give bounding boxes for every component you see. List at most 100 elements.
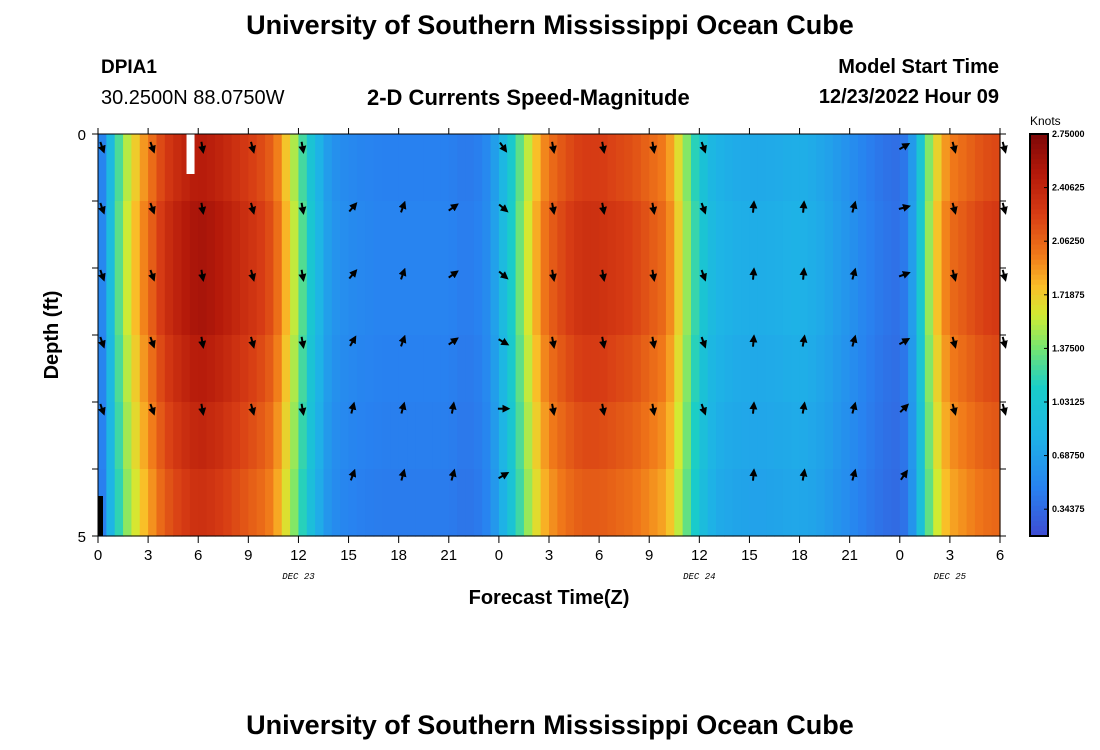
x-tick-label: 6: [595, 547, 603, 564]
current-arrow: [248, 141, 256, 154]
colorbar-segment: [1030, 365, 1048, 371]
heatmap-cell: [164, 335, 174, 403]
colorbar-frame: [1029, 133, 1049, 537]
current-arrow: [298, 202, 307, 215]
current-arrow: [248, 336, 256, 349]
heatmap-cell: [148, 469, 158, 537]
heatmap-cell: [231, 335, 241, 403]
heatmap-cell: [874, 469, 884, 537]
heatmap-cell: [298, 134, 308, 202]
heatmap-cell: [849, 201, 859, 269]
heatmap-cell: [899, 402, 909, 470]
heatmap-cell: [724, 268, 734, 336]
heatmap-cell: [473, 469, 483, 537]
colorbar-segment: [1030, 144, 1048, 150]
heatmap-cell: [699, 469, 709, 537]
heatmap-cell: [239, 201, 249, 269]
colorbar-segment: [1030, 224, 1048, 231]
current-arrow: [448, 401, 457, 414]
x-tick-label: 18: [791, 547, 808, 564]
heatmap-cell: [707, 134, 717, 202]
heatmap-cell: [507, 134, 517, 202]
heatmap-cell: [916, 134, 926, 202]
heatmap-cell: [674, 134, 684, 202]
heatmap-cell: [256, 134, 266, 202]
heatmap-cell: [858, 201, 867, 269]
heatmap-cell: [98, 402, 107, 470]
heatmap-cell: [281, 402, 291, 470]
current-arrow: [799, 401, 808, 414]
colorbar-segment: [1030, 169, 1048, 175]
heatmap-cell: [766, 268, 776, 336]
plot-markers: [98, 134, 195, 536]
colorbar-segment: [1030, 284, 1048, 291]
x-tick-label: 21: [440, 547, 457, 564]
current-arrow: [949, 202, 958, 215]
heatmap-cell: [490, 268, 500, 336]
heatmap-cell: [741, 134, 751, 202]
current-arrow: [398, 468, 407, 481]
heatmap-cell: [866, 469, 876, 537]
heatmap-cell: [816, 469, 826, 537]
heatmap-cell: [423, 268, 433, 336]
colorbar-segment: [1030, 405, 1048, 411]
heatmap-cell: [315, 268, 325, 336]
heatmap-cell: [883, 201, 893, 269]
heatmap-cell: [966, 268, 976, 336]
colorbar-segment: [1030, 149, 1048, 155]
heatmap-cell: [181, 335, 191, 403]
heatmap-cell: [490, 469, 500, 537]
heatmap-cell: [749, 335, 759, 403]
x-tick-label: 15: [741, 547, 758, 564]
heatmap-cell: [265, 335, 274, 403]
heatmap-cell: [724, 469, 734, 537]
heatmap-cell: [841, 201, 851, 269]
heatmap-cell: [273, 335, 283, 403]
heatmap-cell: [690, 469, 700, 537]
heatmap-cell: [415, 134, 425, 202]
heatmap-cell: [281, 268, 291, 336]
heatmap-cell: [98, 201, 107, 269]
current-arrow: [898, 338, 911, 346]
heatmap-cell: [231, 134, 241, 202]
heatmap-cell: [590, 201, 600, 269]
heatmap-cell: [131, 134, 141, 202]
heatmap-cell: [390, 335, 400, 403]
heatmap-cell: [356, 469, 366, 537]
heatmap-cell: [148, 268, 158, 336]
heatmap-cell: [749, 268, 759, 336]
heatmap-cell: [816, 201, 826, 269]
heatmap-cell: [331, 335, 341, 403]
heatmap-cell: [732, 402, 742, 470]
heatmap-cell: [565, 134, 575, 202]
colorbar-segment: [1030, 395, 1048, 401]
heatmap-cell: [206, 402, 216, 470]
heatmap-cell: [381, 268, 391, 336]
heatmap-cell: [849, 268, 859, 336]
heatmap-cell: [949, 335, 959, 403]
heatmap-cell: [532, 335, 542, 403]
heatmap-cell: [582, 469, 592, 537]
heatmap-cell: [306, 201, 316, 269]
heatmap-cell: [557, 201, 567, 269]
colorbar-segment: [1030, 430, 1048, 437]
heatmap-cell: [407, 201, 416, 269]
heatmap-cell: [407, 134, 416, 202]
heatmap-cell: [958, 335, 968, 403]
current-arrow: [348, 269, 358, 280]
heatmap-cell: [223, 469, 233, 537]
heatmap-cell: [908, 469, 918, 537]
heatmap-cell: [757, 268, 767, 336]
current-arrow: [749, 334, 758, 347]
heatmap-cell: [807, 402, 817, 470]
heatmap-cell: [156, 335, 166, 403]
heatmap-cell: [323, 335, 333, 403]
heatmap-cell: [749, 402, 759, 470]
heatmap-cell: [799, 201, 809, 269]
current-arrow: [348, 401, 357, 414]
heatmap-cell: [574, 469, 584, 537]
heatmap-cell: [690, 402, 700, 470]
current-arrow: [498, 337, 510, 346]
heatmap-cell: [640, 268, 650, 336]
heatmap-cell: [640, 402, 650, 470]
